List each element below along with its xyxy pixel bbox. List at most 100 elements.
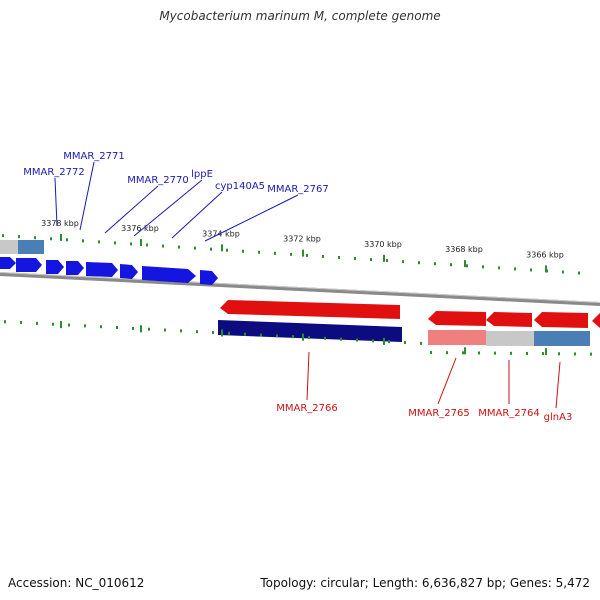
forward-gene-arrow[interactable] [16, 258, 42, 272]
forward-gene-label[interactable]: MMAR_2767 [267, 184, 329, 195]
major-tick [140, 239, 142, 247]
label-leader-line [54, 177, 58, 227]
tick-mark [434, 262, 436, 266]
tick-mark [338, 255, 340, 259]
tick-mark [354, 257, 356, 261]
tick-mark [578, 271, 580, 275]
reverse-track-navy [218, 320, 402, 342]
reverse-gene-label[interactable]: MMAR_2764 [478, 408, 540, 419]
tick-mark [116, 326, 118, 330]
label-leaders [54, 161, 561, 409]
label-leader-line [555, 361, 561, 409]
major-tick [221, 244, 223, 252]
major-tick [60, 321, 62, 329]
forward-gene-label[interactable]: MMAR_2770 [127, 175, 189, 186]
tick-mark [260, 333, 262, 337]
tick-mark [498, 266, 500, 270]
tick-label: 3374 kbp [202, 229, 240, 238]
tick-mark [130, 242, 132, 246]
tick-label: 3368 kbp [445, 245, 483, 254]
reverse-gene-label[interactable]: MMAR_2766 [276, 403, 338, 414]
tick-mark [494, 351, 496, 355]
label-leader-line [306, 351, 310, 401]
tick-mark [574, 352, 576, 356]
tick-mark [196, 330, 198, 334]
tick-mark [356, 338, 358, 342]
forward-gene-label[interactable]: MMAR_2772 [23, 167, 85, 178]
tick-mark [68, 323, 70, 327]
tick-mark [194, 246, 196, 250]
tick-mark [446, 351, 448, 355]
label-leader-line [204, 194, 299, 242]
tick-mark [148, 327, 150, 331]
major-tick [383, 337, 385, 345]
tick-mark [84, 324, 86, 328]
tick-mark [514, 267, 516, 271]
label-leader-line [133, 179, 203, 237]
tick-mark [114, 241, 116, 245]
tick-mark [290, 252, 292, 256]
forward-gene-arrow[interactable] [200, 270, 218, 285]
tick-mark [402, 260, 404, 264]
tick-mark [276, 334, 278, 338]
tick-mark [340, 337, 342, 341]
forward-gene-arrow[interactable] [0, 257, 16, 269]
forward-gene-arrow[interactable] [86, 262, 118, 277]
tick-mark [466, 264, 468, 268]
tick-mark [132, 326, 134, 330]
forward-gene-arrow[interactable] [142, 266, 196, 283]
tick-mark [4, 320, 6, 324]
genome-backbone [0, 272, 600, 306]
reverse-gene-arrow[interactable] [534, 312, 588, 328]
genome-summary-text: Topology: circular; Length: 6,636,827 bp… [260, 576, 590, 590]
tick-mark [388, 340, 390, 344]
tick-label: 3366 kbp [526, 250, 564, 259]
forward-gene-arrow[interactable] [46, 260, 64, 274]
genome-title: Mycobacterium marinum M, complete genome [159, 9, 441, 23]
reverse-gene-arrow[interactable] [220, 300, 400, 319]
tick-label: 3376 kbp [121, 224, 159, 233]
tick-mark [372, 339, 374, 343]
forward-gene-label[interactable]: cyp140A5 [215, 181, 265, 192]
forward-gene-label[interactable]: MMAR_2771 [63, 151, 125, 162]
tick-mark [562, 270, 564, 274]
label-leader-line [437, 357, 457, 405]
tick-mark [420, 341, 422, 345]
forward-gene-arrow[interactable] [120, 264, 138, 279]
tick-mark [226, 248, 228, 252]
reverse-track-pink [428, 330, 486, 345]
forward-gene-label[interactable]: lppE [191, 169, 213, 180]
major-tick [302, 333, 304, 341]
tick-mark [324, 336, 326, 340]
tick-mark [450, 263, 452, 267]
tick-mark [274, 251, 276, 255]
tick-mark [386, 259, 388, 263]
tick-mark [162, 244, 164, 248]
tick-mark [52, 322, 54, 326]
tick-mark [180, 329, 182, 333]
tick-mark [98, 240, 100, 244]
forward-gene-arrow[interactable] [66, 261, 84, 275]
forward-track-steel [18, 240, 44, 254]
tick-mark [212, 331, 214, 335]
major-tick [545, 265, 547, 273]
reverse-gene-arrow[interactable] [592, 313, 600, 328]
reverse-gene-arrow[interactable] [486, 312, 532, 327]
tick-mark [510, 351, 512, 355]
tick-mark [100, 325, 102, 329]
tick-mark [322, 254, 324, 258]
tick-mark [418, 261, 420, 265]
reverse-gene-label[interactable]: glnA3 [544, 412, 573, 423]
tick-mark [404, 341, 406, 345]
reverse-gene-arrow[interactable] [428, 311, 486, 326]
reverse-track-gray [486, 331, 534, 346]
reverse-gene-label[interactable]: MMAR_2765 [408, 408, 470, 419]
tick-mark [146, 243, 148, 247]
tick-mark [50, 237, 52, 241]
tick-mark [370, 258, 372, 262]
tick-mark [2, 234, 4, 238]
tick-mark [258, 250, 260, 254]
label-leader-line [79, 161, 95, 231]
